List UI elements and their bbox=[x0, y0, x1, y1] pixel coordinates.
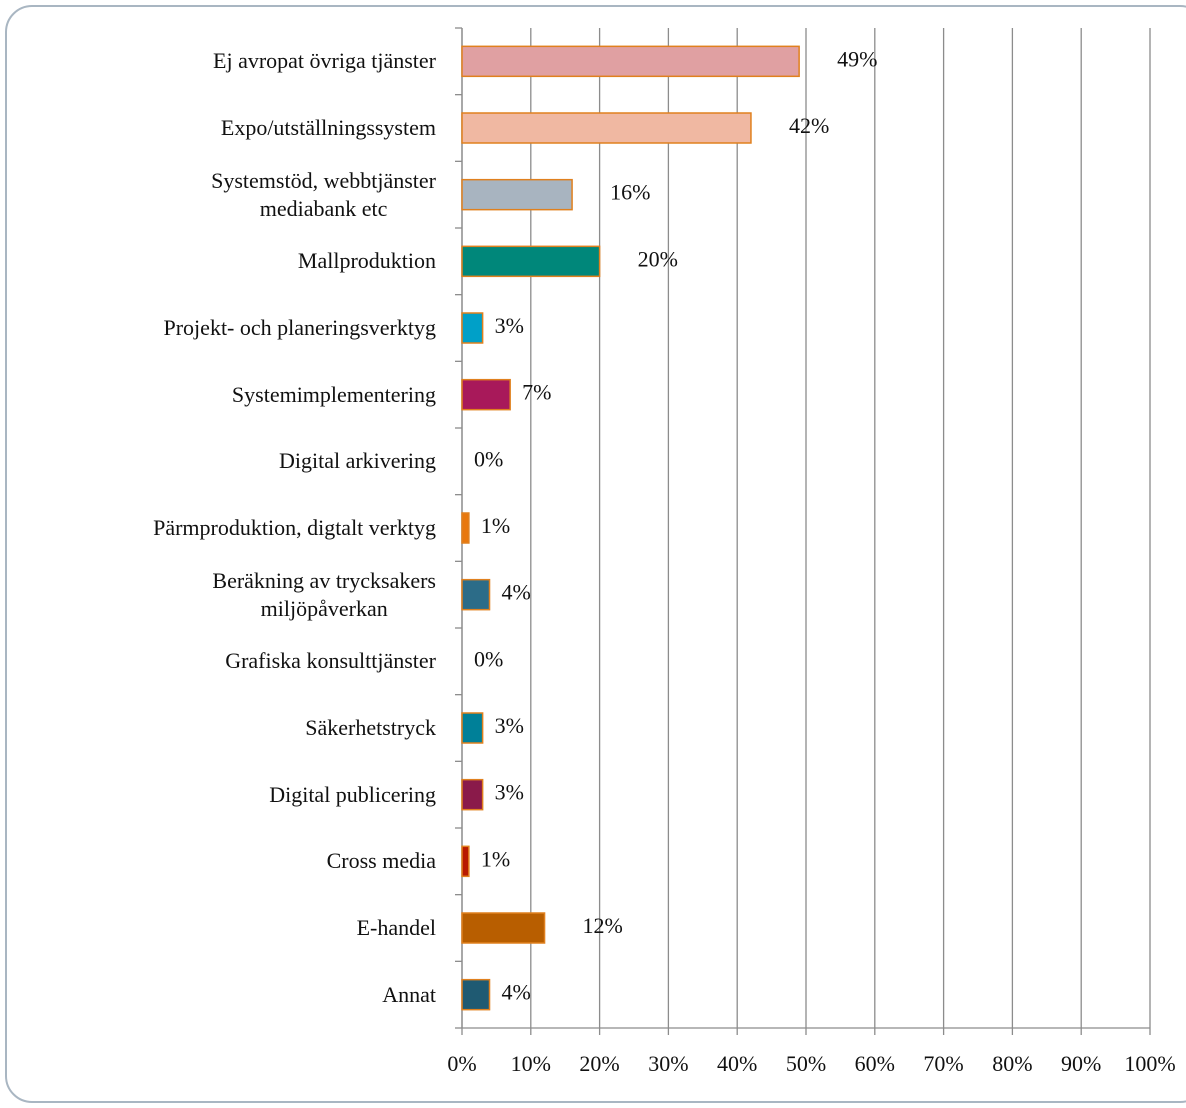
x-tick-label: 80% bbox=[992, 1051, 1032, 1076]
value-label: 3% bbox=[495, 713, 524, 738]
value-label: 3% bbox=[495, 780, 524, 805]
value-label: 20% bbox=[638, 246, 678, 271]
x-tick-label: 20% bbox=[579, 1051, 619, 1076]
value-label: 3% bbox=[495, 313, 524, 338]
y-tick-label: Digital arkivering bbox=[278, 448, 436, 474]
value-label: 1% bbox=[481, 846, 510, 871]
y-tick-label: Expo/utställningssystem bbox=[220, 115, 436, 140]
bar bbox=[461, 178, 573, 211]
value-label: 49% bbox=[837, 46, 877, 71]
frame bbox=[5, 5, 1186, 1103]
bar bbox=[461, 378, 511, 411]
bar bbox=[461, 245, 601, 278]
y-tick-label: Grafiska konsulttjänster bbox=[225, 648, 436, 674]
y-tick-label: Pärmproduktion, digtalt verktyg bbox=[153, 515, 436, 540]
x-tick-label: 0% bbox=[447, 1051, 476, 1076]
x-tick-label: 10% bbox=[511, 1051, 551, 1076]
bar bbox=[461, 712, 484, 744]
bar bbox=[461, 845, 470, 878]
y-tick-label: Systemimplementering bbox=[231, 381, 436, 407]
value-label: 1% bbox=[481, 513, 510, 538]
value-label: 0% bbox=[474, 646, 503, 671]
value-label: 42% bbox=[789, 113, 829, 138]
y-tick-label: Annat bbox=[382, 981, 436, 1007]
y-tick-label: Beräkning av trycksakers miljöpåverkan bbox=[212, 567, 436, 621]
x-tick-label: 30% bbox=[648, 1051, 688, 1076]
x-tick-label: 60% bbox=[855, 1051, 895, 1076]
bar bbox=[461, 112, 752, 144]
y-tick-label: Mallproduktion bbox=[297, 248, 436, 274]
y-tick-label: Säkerhetstryck bbox=[305, 715, 436, 740]
bar bbox=[461, 978, 491, 1011]
x-tick-label: 50% bbox=[786, 1051, 826, 1076]
bar bbox=[461, 45, 800, 78]
y-tick-label: Systemstöd, webbtjänster mediabank etc bbox=[211, 167, 436, 221]
x-tick-label: 90% bbox=[1061, 1051, 1101, 1076]
value-label: 0% bbox=[474, 446, 503, 471]
bar bbox=[461, 778, 484, 811]
x-tick-label: 40% bbox=[717, 1051, 757, 1076]
bar bbox=[461, 578, 491, 611]
x-tick-label: 70% bbox=[923, 1051, 963, 1076]
bar bbox=[461, 312, 484, 344]
value-label: 12% bbox=[583, 913, 623, 938]
value-label: 4% bbox=[502, 580, 531, 605]
y-tick-label: Projekt- och planeringsverktyg bbox=[163, 315, 437, 340]
y-tick-label: Digital publicering bbox=[269, 781, 436, 807]
value-label: 16% bbox=[610, 180, 650, 205]
bar bbox=[461, 912, 546, 944]
x-tick-label: 100% bbox=[1124, 1051, 1175, 1076]
bar bbox=[461, 512, 470, 544]
value-label: 7% bbox=[522, 380, 551, 405]
value-label: 4% bbox=[502, 980, 531, 1005]
y-tick-label: Cross media bbox=[326, 848, 436, 874]
y-tick-label: E-handel bbox=[356, 915, 436, 940]
y-tick-label: Ej avropat övriga tjänster bbox=[213, 48, 436, 74]
